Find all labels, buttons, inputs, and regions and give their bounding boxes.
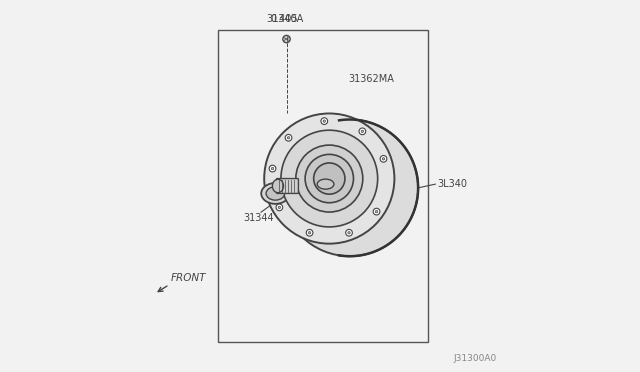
Ellipse shape xyxy=(296,145,363,212)
Ellipse shape xyxy=(271,167,274,170)
Text: J31300A0: J31300A0 xyxy=(454,354,497,363)
Ellipse shape xyxy=(273,179,284,193)
Ellipse shape xyxy=(373,208,380,215)
Ellipse shape xyxy=(305,154,353,203)
Circle shape xyxy=(283,35,291,43)
Ellipse shape xyxy=(278,206,280,209)
Text: 31344: 31344 xyxy=(244,213,275,222)
Ellipse shape xyxy=(361,130,364,132)
Ellipse shape xyxy=(382,158,385,160)
Ellipse shape xyxy=(359,128,365,135)
Ellipse shape xyxy=(287,137,290,139)
Text: 31340A: 31340A xyxy=(266,14,303,24)
Ellipse shape xyxy=(380,155,387,162)
Ellipse shape xyxy=(281,130,378,227)
Bar xyxy=(218,30,428,342)
Text: 0.405: 0.405 xyxy=(271,14,298,24)
FancyBboxPatch shape xyxy=(276,179,298,193)
Ellipse shape xyxy=(321,118,328,125)
Ellipse shape xyxy=(261,183,289,204)
Ellipse shape xyxy=(282,119,418,256)
Ellipse shape xyxy=(269,165,276,172)
Ellipse shape xyxy=(285,134,292,141)
Ellipse shape xyxy=(376,211,378,213)
Ellipse shape xyxy=(264,113,394,244)
Ellipse shape xyxy=(323,120,326,122)
Text: FRONT: FRONT xyxy=(172,273,207,283)
Ellipse shape xyxy=(306,230,313,236)
Ellipse shape xyxy=(348,232,350,234)
Ellipse shape xyxy=(317,179,334,189)
Ellipse shape xyxy=(266,187,285,200)
Ellipse shape xyxy=(276,204,283,211)
Ellipse shape xyxy=(308,232,311,234)
Ellipse shape xyxy=(314,163,345,194)
Text: 31362MA: 31362MA xyxy=(348,74,394,84)
Text: 3L340: 3L340 xyxy=(437,179,467,189)
Ellipse shape xyxy=(346,230,353,236)
